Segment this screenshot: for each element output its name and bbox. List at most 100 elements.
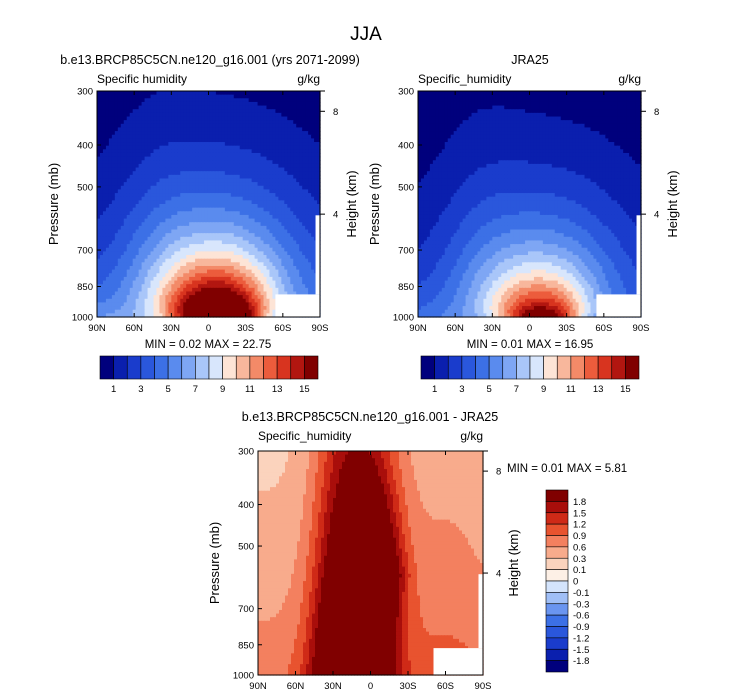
contour-cell xyxy=(296,91,300,96)
contour-cell xyxy=(245,204,250,209)
contour-cell xyxy=(269,142,274,147)
contour-cell xyxy=(165,127,169,132)
contour-cell xyxy=(207,123,211,129)
contour-cell xyxy=(97,120,101,125)
contour-cell xyxy=(186,131,190,136)
contour-cell xyxy=(114,123,119,129)
contour-cell xyxy=(239,138,244,143)
contour-cell xyxy=(224,171,229,176)
contour-cell xyxy=(272,101,276,107)
contour-cell xyxy=(221,101,226,107)
contour-cell xyxy=(195,142,199,147)
contour-cell xyxy=(290,204,294,209)
contour-cell xyxy=(159,167,164,172)
contour-cell xyxy=(278,94,282,99)
contour-cell xyxy=(150,178,155,183)
contour-cell xyxy=(129,116,134,121)
colorbar-swatch xyxy=(208,355,223,380)
contour-cell xyxy=(126,167,131,172)
contour-cell xyxy=(287,116,291,121)
contour-cell xyxy=(260,98,265,103)
contour-cell xyxy=(248,123,253,129)
contour-cell xyxy=(215,160,220,165)
contour-cell xyxy=(138,101,143,107)
contour-cell xyxy=(132,134,137,139)
contour-cell xyxy=(159,200,164,205)
contour-cell xyxy=(233,98,238,103)
contour-cell xyxy=(227,131,232,136)
contour-cell xyxy=(129,174,134,180)
contour-cell xyxy=(153,189,158,194)
contour-cell xyxy=(105,189,110,194)
contour-cell xyxy=(177,156,181,161)
contour-cell xyxy=(129,123,134,129)
contour-cell xyxy=(305,138,309,143)
contour-cell xyxy=(102,193,107,198)
contour-cell xyxy=(135,116,140,121)
contour-cell xyxy=(296,211,300,216)
contour-cell xyxy=(305,134,309,139)
contour-cell xyxy=(275,160,279,165)
contour-cell xyxy=(108,200,113,205)
contour-cell xyxy=(186,156,190,161)
contour-cell xyxy=(138,171,143,176)
contour-cell xyxy=(105,178,110,183)
contour-cell xyxy=(245,145,250,150)
contour-cell xyxy=(108,149,113,154)
contour-cell xyxy=(245,171,250,176)
contour-cell xyxy=(111,160,116,165)
contour-cell xyxy=(242,91,247,96)
contour-cell xyxy=(299,189,303,194)
contour-cell xyxy=(144,109,149,114)
contour-cell xyxy=(123,109,128,114)
contour-cell xyxy=(212,214,217,220)
contour-cell xyxy=(272,196,276,201)
contour-cell xyxy=(284,214,288,220)
contour-cell xyxy=(198,196,202,201)
contour-cell xyxy=(236,134,241,139)
contour-cell xyxy=(299,123,303,129)
contour-cell xyxy=(251,120,256,125)
contour-cell xyxy=(227,200,232,205)
contour-cell xyxy=(207,163,211,169)
contour-cell xyxy=(299,138,303,143)
contour-cell xyxy=(126,142,131,147)
contour-cell xyxy=(168,112,172,118)
contour-cell xyxy=(174,178,178,183)
contour-cell xyxy=(236,145,241,150)
contour-cell xyxy=(150,163,155,169)
contour-cell xyxy=(215,123,220,129)
contour-cell xyxy=(141,127,146,132)
contour-cell xyxy=(212,152,217,158)
panel-model-variable-label: Specific humidity xyxy=(97,72,187,86)
contour-cell xyxy=(162,204,166,209)
contour-cell xyxy=(171,109,175,114)
contour-cell xyxy=(269,116,274,121)
contour-cell xyxy=(287,196,291,201)
contour-cell xyxy=(284,163,288,169)
contour-cell xyxy=(287,142,291,147)
contour-cell xyxy=(99,196,104,201)
contour-cell xyxy=(129,196,134,201)
contour-cell xyxy=(281,145,285,150)
contour-cell xyxy=(204,218,208,223)
contour-cell xyxy=(299,174,303,180)
contour-cell xyxy=(227,163,232,169)
contour-cell xyxy=(278,196,282,201)
contour-cell xyxy=(311,142,315,147)
contour-cell xyxy=(174,171,178,176)
contour-cell xyxy=(198,218,202,223)
contour-cell xyxy=(180,131,184,136)
contour-cell xyxy=(150,207,155,212)
contour-cell xyxy=(275,145,279,150)
contour-cell xyxy=(195,204,199,209)
contour-cell xyxy=(111,131,116,136)
colorbar-label: 7 xyxy=(193,384,198,395)
contour-cell xyxy=(230,207,235,212)
contour-cell xyxy=(165,163,169,169)
contour-cell xyxy=(254,138,259,143)
contour-cell xyxy=(257,94,262,99)
contour-cell xyxy=(299,142,303,147)
contour-cell xyxy=(204,138,208,143)
contour-cell xyxy=(254,200,259,205)
